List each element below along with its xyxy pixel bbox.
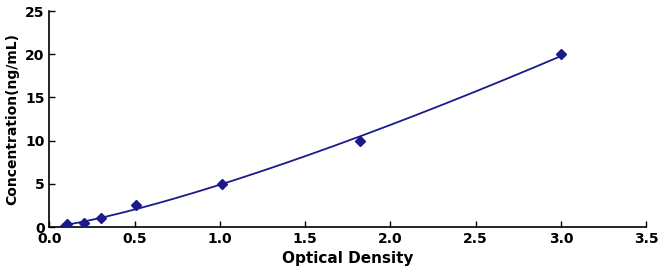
Y-axis label: Concentration(ng/mL): Concentration(ng/mL) (5, 33, 19, 205)
X-axis label: Optical Density: Optical Density (282, 251, 414, 267)
